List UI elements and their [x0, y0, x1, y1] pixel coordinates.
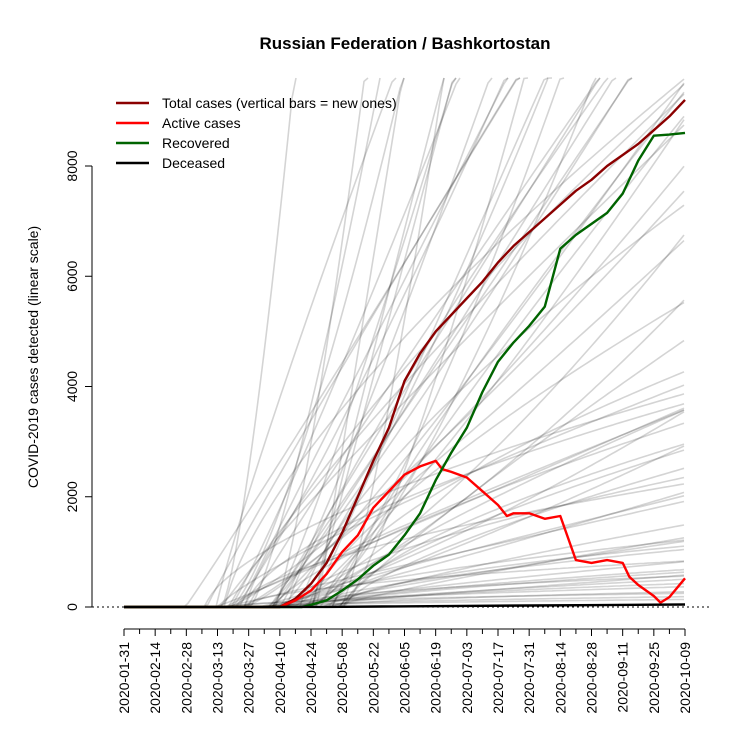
x-tick-label: 2020-03-13: [210, 642, 226, 714]
x-tick-label: 2020-06-05: [397, 642, 413, 714]
x-tick-label: 2020-02-14: [147, 642, 163, 714]
x-tick-label: 2020-04-10: [272, 642, 288, 714]
x-tick-label: 2020-07-17: [490, 642, 506, 714]
y-tick-label: 6000: [64, 260, 80, 291]
y-tick-label: 4000: [64, 371, 80, 402]
series-line: [124, 131, 686, 609]
x-tick-label: 2020-01-31: [116, 642, 132, 714]
legend-label: Recovered: [162, 135, 230, 151]
x-tick-label: 2020-03-27: [241, 642, 257, 714]
comparison-line: [124, 77, 521, 608]
x-tick-label: 2020-06-19: [428, 642, 444, 714]
legend-label: Active cases: [162, 115, 241, 131]
series-line: [123, 603, 686, 609]
x-tick-label: 2020-04-24: [303, 642, 319, 714]
y-tick-label: 2000: [64, 481, 80, 512]
legend: Total cases (vertical bars = new ones) Ac…: [116, 95, 397, 171]
x-tick-label: 2020-08-28: [584, 642, 600, 714]
x-tick-label: 2020-07-03: [459, 642, 475, 714]
series-line: [124, 459, 686, 609]
chart-title: Russian Federation / Bashkortostan: [260, 34, 551, 53]
x-tick-label: 2020-09-11: [615, 642, 631, 713]
y-axis: 0 2000 4000 6000 8000: [64, 150, 93, 611]
x-tick-label: 2020-10-09: [677, 642, 693, 714]
legend-label: Total cases (vertical bars = new ones): [162, 95, 397, 111]
y-tick-label: 0: [64, 603, 80, 611]
x-tick-label: 2020-05-08: [334, 642, 350, 714]
series-lines: [123, 99, 686, 609]
x-tick-label: 2020-08-14: [552, 642, 568, 714]
x-axis: 2020-01-31 2020-02-14 2020-02-28 2020-03-13…: [116, 628, 693, 714]
series-line: [124, 99, 686, 609]
y-axis-label: COVID-2019 cases detected (linear scale): [25, 226, 41, 488]
x-tick-label: 2020-09-25: [646, 642, 662, 714]
comparison-line: [124, 115, 685, 608]
comparison-line: [124, 393, 685, 608]
comparison-line: [124, 234, 685, 608]
y-tick-label: 8000: [64, 150, 80, 181]
x-tick-label: 2020-02-28: [178, 642, 194, 714]
x-tick-label: 2020-05-22: [365, 642, 381, 714]
legend-label: Deceased: [162, 155, 225, 171]
x-tick-label: 2020-07-31: [521, 642, 537, 714]
